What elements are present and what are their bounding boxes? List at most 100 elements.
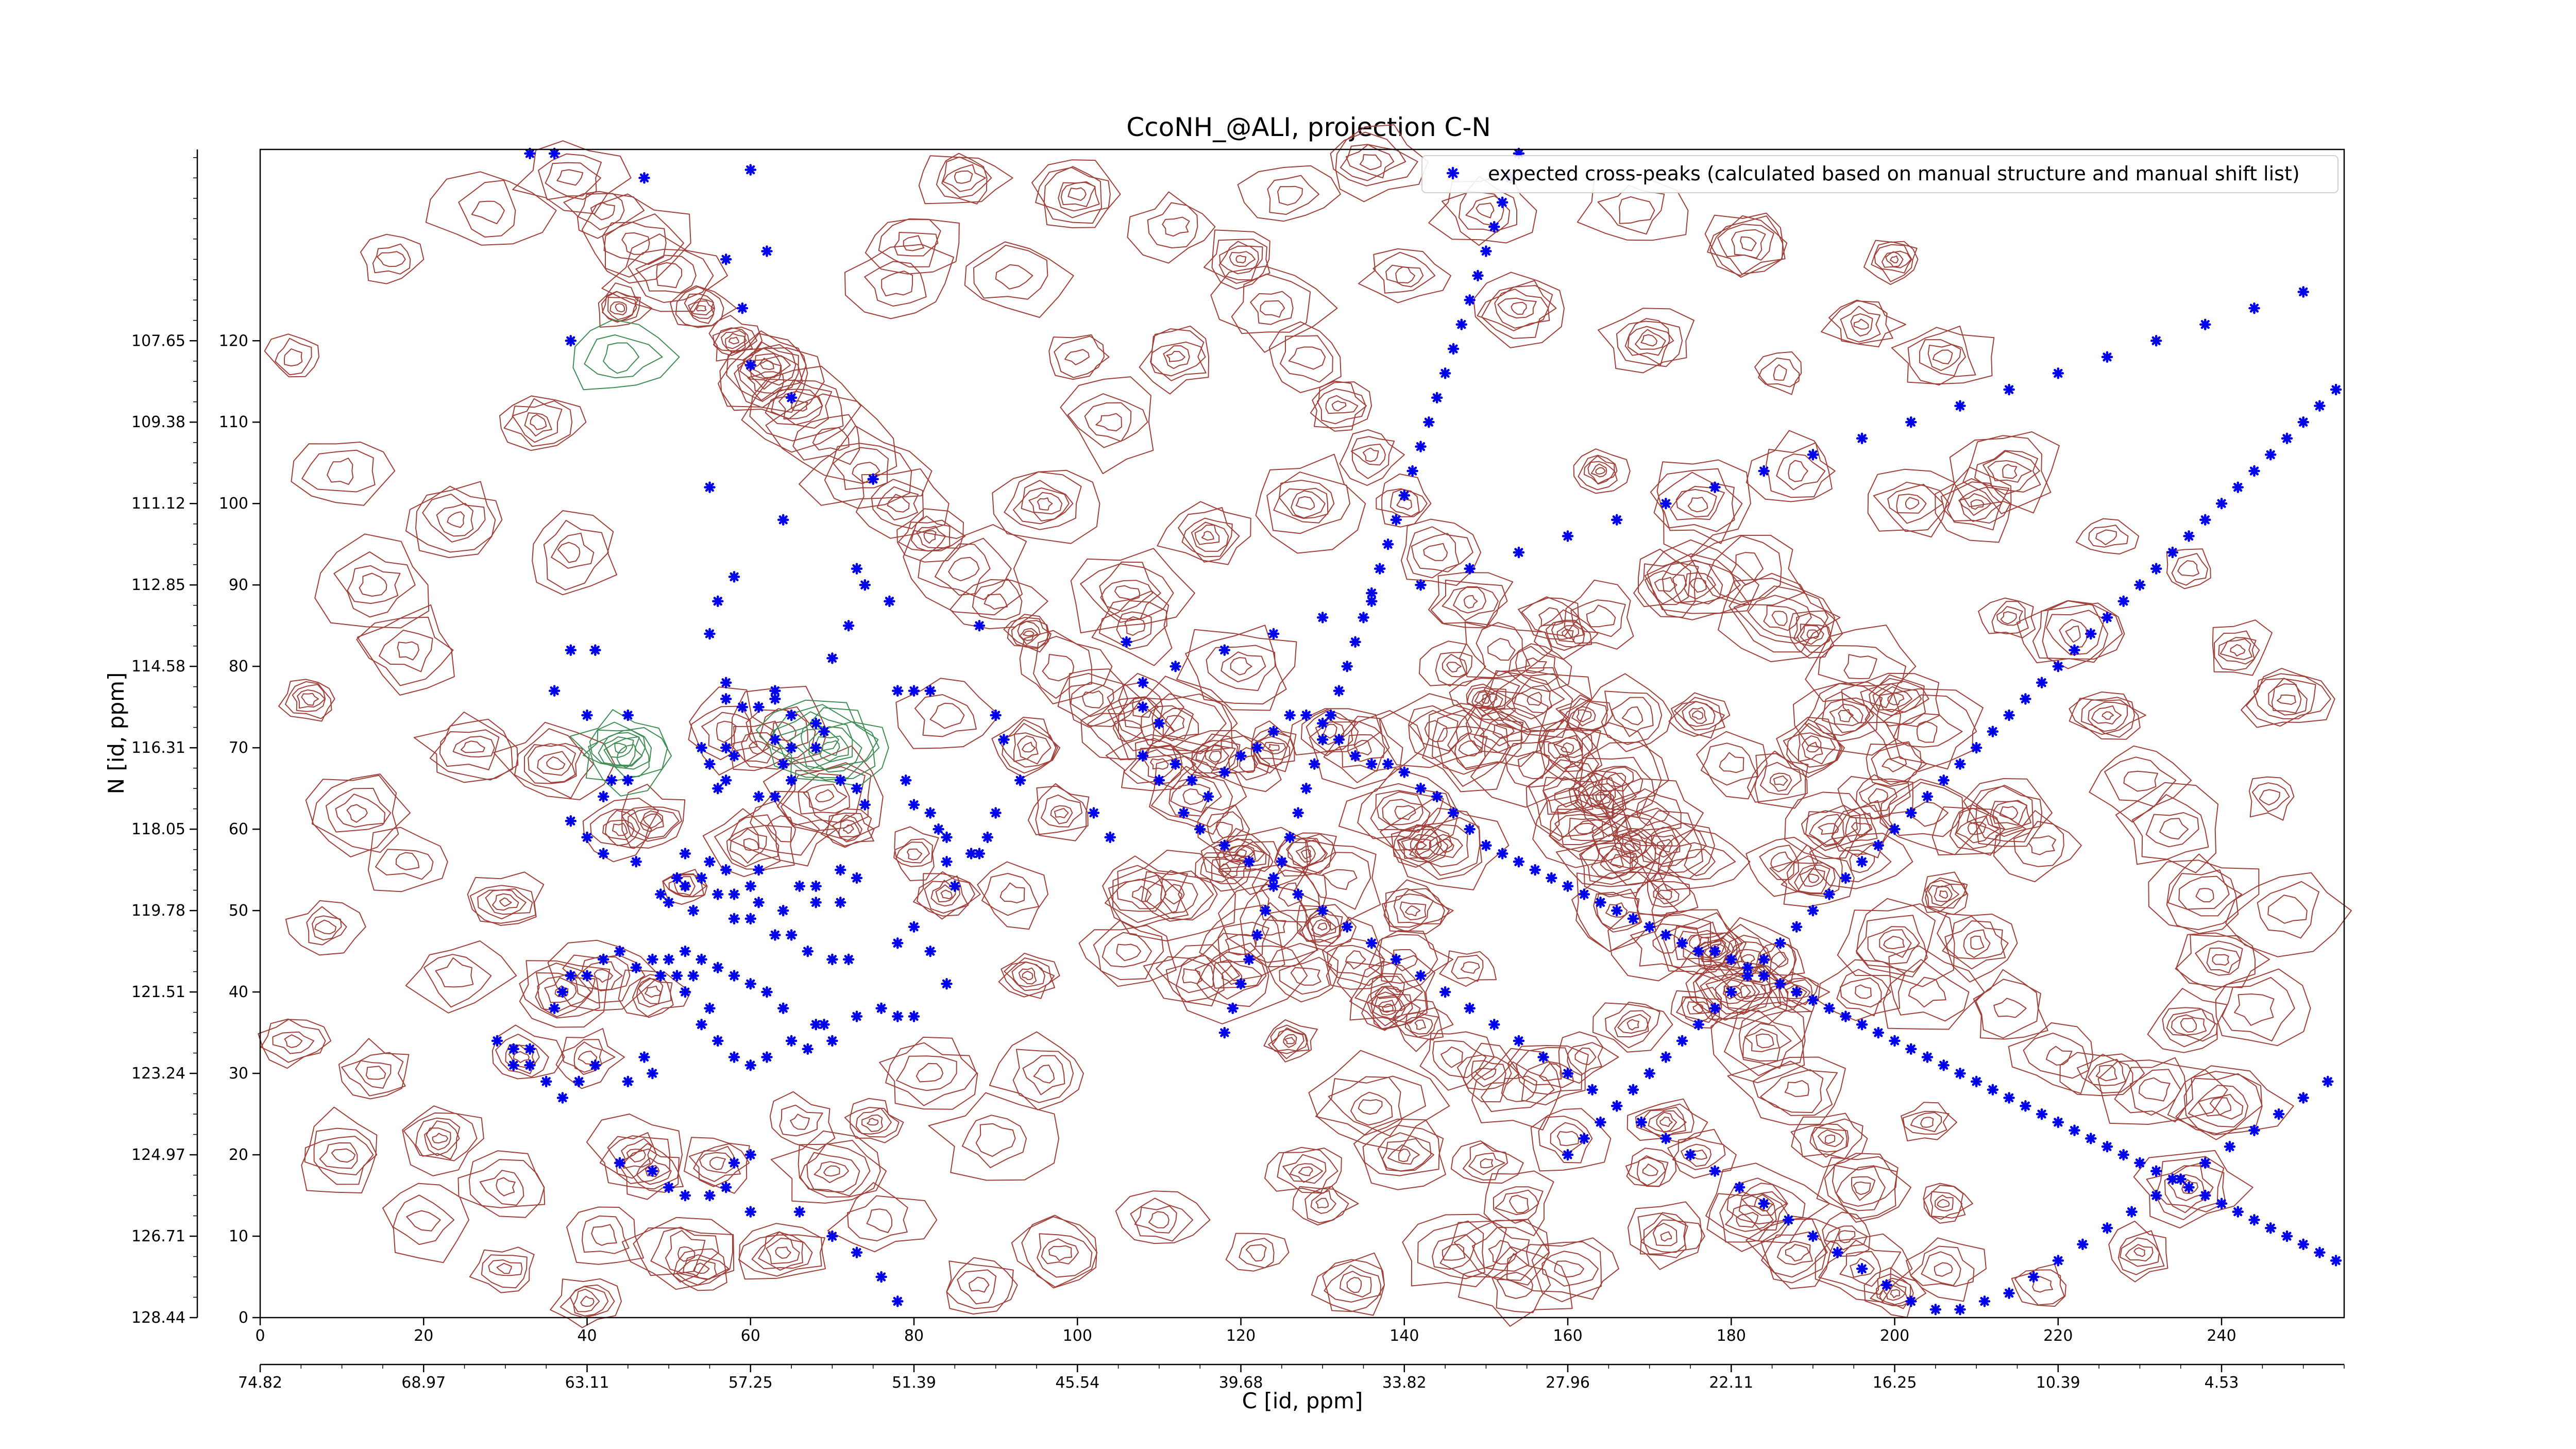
- contour-line: [1654, 909, 1747, 982]
- cross-peak-marker: [818, 1019, 830, 1031]
- contour-line: [1944, 920, 2009, 959]
- contour-line: [918, 537, 1012, 600]
- contour-line: [1095, 413, 1122, 432]
- x-ppm-tick-label: 10.39: [2036, 1374, 2080, 1392]
- contour-line: [844, 244, 954, 319]
- contour-line: [1644, 570, 1687, 604]
- cross-peak-marker: [671, 872, 683, 884]
- contour-line: [1375, 986, 1401, 999]
- cross-peak-marker: [704, 628, 716, 640]
- contour-line: [481, 1254, 528, 1289]
- x-tick-label: 40: [577, 1327, 597, 1345]
- contour-line: [1934, 1262, 1953, 1277]
- contour-line: [1731, 552, 1764, 585]
- contour-line: [1760, 1216, 1827, 1284]
- contour-line: [1555, 694, 1613, 731]
- contour-line: [306, 906, 347, 946]
- contour-line: [457, 1159, 546, 1208]
- contour-line: [1935, 1194, 1954, 1211]
- contour-line: [572, 319, 680, 391]
- contour-line: [1495, 1189, 1539, 1216]
- contour-line: [601, 291, 639, 323]
- contour-line: [1626, 1148, 1677, 1187]
- contour-line: [767, 815, 796, 843]
- contour-line: [765, 379, 833, 429]
- contour-line: [1262, 742, 1286, 754]
- contour-line: [377, 251, 406, 267]
- contour-line: [1207, 811, 1244, 844]
- cross-peak-marker: [647, 953, 658, 966]
- contour-line: [1550, 799, 1632, 862]
- contour-line: [1239, 1238, 1275, 1269]
- contour-line: [313, 1127, 378, 1185]
- contour-line: [1681, 997, 1721, 1023]
- contour-line: [1845, 813, 1878, 842]
- contour-line: [319, 1142, 358, 1169]
- contour-line: [1624, 326, 1674, 356]
- contour-line: [1458, 1246, 1573, 1327]
- y-tick-label: 100: [219, 495, 248, 513]
- contour-line: [551, 532, 595, 569]
- contour-line: [1548, 735, 1584, 759]
- cross-peak-marker: [1349, 636, 1361, 648]
- cross-peak-marker: [663, 953, 675, 966]
- contour-line: [543, 519, 609, 591]
- contour-line: [2183, 1073, 2263, 1140]
- x-tick-label: 160: [1553, 1327, 1582, 1345]
- cross-peak-marker: [769, 734, 781, 746]
- contour-line: [1157, 501, 1251, 565]
- contour-line: [1100, 580, 1154, 612]
- contour-line: [1480, 1061, 1555, 1113]
- cross-peak-marker: [720, 742, 732, 754]
- contour-line: [745, 706, 816, 761]
- cross-peak-marker: [744, 1059, 757, 1071]
- contour-line: [1687, 497, 1708, 513]
- contour-line: [1315, 1198, 1329, 1209]
- cross-peak-marker: [900, 774, 912, 786]
- contour-line: [1004, 471, 1082, 530]
- contour-line: [621, 784, 686, 849]
- contour-line: [1800, 625, 1824, 645]
- contour-line: [1311, 1252, 1385, 1316]
- contour-line: [512, 140, 632, 214]
- x-ppm-tick-label: 16.25: [1873, 1374, 1917, 1392]
- contour-line: [855, 1107, 892, 1135]
- contour-line: [1454, 732, 1488, 770]
- contour-line: [471, 200, 505, 225]
- contour-line: [1442, 1243, 1466, 1261]
- contour-line: [1538, 728, 1597, 769]
- contour-line: [283, 348, 303, 367]
- contour-line: [1932, 349, 1953, 364]
- contour-line: [569, 1286, 609, 1317]
- contour-line: [1351, 436, 1395, 479]
- contour-line: [1856, 898, 1936, 978]
- contour-line: [258, 1019, 332, 1069]
- contour-line: [2171, 553, 2209, 586]
- contour-line: [1312, 381, 1372, 429]
- contour-line: [402, 1105, 484, 1176]
- contour-line: [1741, 1191, 1787, 1216]
- contour-line: [397, 641, 419, 661]
- cross-peak-marker: [1856, 432, 1868, 445]
- contour-line: [1350, 444, 1386, 466]
- contour-line: [1595, 467, 1606, 475]
- cross-peak-marker: [2330, 383, 2342, 396]
- cross-peak-marker: [810, 880, 822, 892]
- contour-line: [1930, 1191, 1963, 1220]
- contour-line: [1628, 318, 1670, 366]
- contour-line: [1165, 958, 1214, 993]
- contour-line: [616, 744, 643, 768]
- cross-peak-marker: [1546, 872, 1557, 884]
- contour-line: [468, 1150, 545, 1218]
- contour-line: [1863, 240, 1919, 285]
- x-ppm-tick-label: 74.82: [238, 1374, 282, 1392]
- x-ppm-tick-label: 57.25: [728, 1374, 773, 1392]
- cross-peak-marker: [548, 685, 561, 697]
- y-tick-label: 0: [239, 1309, 248, 1327]
- contour-line: [866, 1208, 893, 1233]
- contour-line: [601, 233, 728, 312]
- x-ppm-tick-label: 4.53: [2205, 1374, 2239, 1392]
- cross-peak-marker: [1627, 1084, 1639, 1096]
- contour-line: [1754, 351, 1802, 395]
- contour-line: [1970, 935, 1985, 950]
